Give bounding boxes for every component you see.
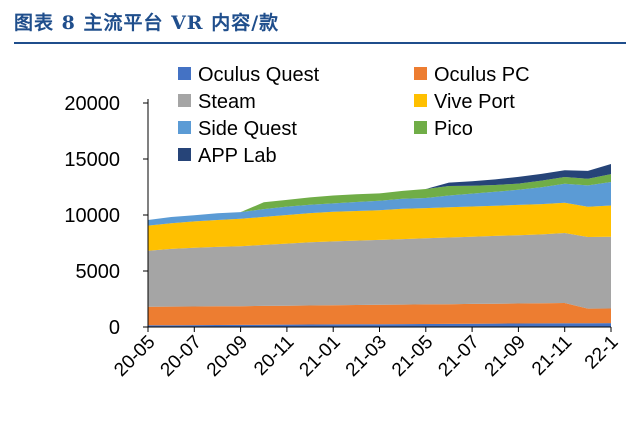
x-tick-label: 21-05 xyxy=(388,332,437,381)
area-vive-port xyxy=(148,202,611,251)
x-tick-label: 21-11 xyxy=(528,332,576,380)
legend-swatch-vive-port xyxy=(414,94,427,107)
legend-label-app-lab: APP Lab xyxy=(198,145,277,167)
area-oculus-pc xyxy=(148,303,611,326)
title-divider xyxy=(14,42,626,44)
legend-swatch-app-lab xyxy=(178,148,191,161)
y-tick-label: 0 xyxy=(109,317,120,339)
legend-swatch-oculus-pc xyxy=(414,67,427,80)
legend-label-pico: Pico xyxy=(434,118,473,140)
y-tick-label: 20000 xyxy=(64,93,120,115)
area-side-quest xyxy=(148,182,611,226)
legend-label-oculus-quest: Oculus Quest xyxy=(198,64,320,86)
figure-title: 图表 8 主流平台 VR 内容/款 xyxy=(14,12,280,34)
legend-label-vive-port: Vive Port xyxy=(434,91,515,113)
y-tick-label: 5000 xyxy=(76,261,121,283)
legend-swatch-steam xyxy=(178,94,191,107)
x-tick-label: 21-09 xyxy=(481,332,530,381)
x-tick-label: 20-09 xyxy=(203,332,252,381)
x-tick-label: 20-11 xyxy=(250,332,298,380)
y-tick-label: 15000 xyxy=(64,149,120,171)
legend-label-steam: Steam xyxy=(198,91,256,113)
legend-swatch-side-quest xyxy=(178,121,191,134)
x-tick-label: 20-07 xyxy=(157,332,206,381)
area-steam xyxy=(148,233,611,309)
area-pico xyxy=(148,174,611,220)
legend-swatch-pico xyxy=(414,121,427,134)
legend-swatch-oculus-quest xyxy=(178,67,191,80)
legend-label-side-quest: Side Quest xyxy=(198,118,297,140)
y-tick-label: 10000 xyxy=(64,205,120,227)
area-oculus-quest xyxy=(148,323,611,327)
x-tick-label: 21-03 xyxy=(342,332,391,381)
x-tick-label: 20-05 xyxy=(110,332,159,381)
x-tick-label: 21-07 xyxy=(434,332,483,381)
x-tick-label: 22-1 xyxy=(581,332,623,374)
legend-label-oculus-pc: Oculus PC xyxy=(434,64,530,86)
x-tick-label: 21-01 xyxy=(296,332,345,381)
